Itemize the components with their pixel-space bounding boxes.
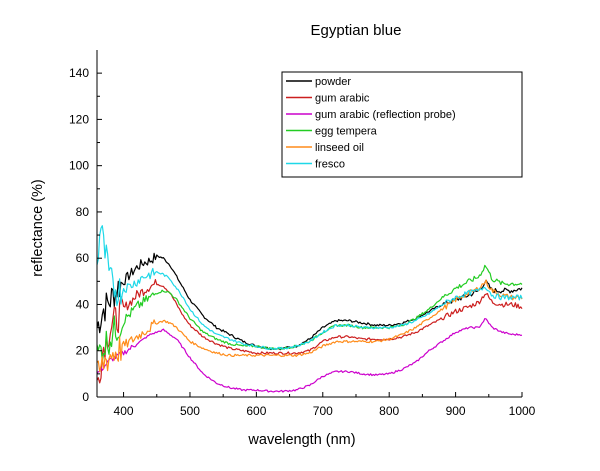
series-line-gum-arabic-reflection-probe- — [96, 318, 523, 393]
series-line-powder — [96, 252, 523, 351]
legend-entry: gum arabic — [315, 93, 370, 105]
legend: powder gum arabic gum arabic (reflection p… — [281, 71, 523, 178]
x-tick-label: 500 — [180, 404, 200, 418]
x-tick-label: 1000 — [509, 404, 536, 418]
x-tick-label: 900 — [446, 404, 466, 418]
y-tick-label: 20 — [76, 344, 90, 358]
legend-entry: egg tempera — [315, 126, 378, 138]
plot-area: 400 500 600 700 800 900 1000 0 20 40 60 80 100 120 140 — [69, 50, 536, 418]
y-tick-label: 40 — [76, 297, 90, 311]
legend-entry: linseed oil — [315, 142, 364, 154]
legend-entry: powder — [315, 76, 351, 88]
legend-box — [281, 71, 523, 178]
series-line-egg-tempera — [96, 264, 523, 363]
x-tick-label: 400 — [114, 404, 134, 418]
y-tick-label: 100 — [69, 159, 89, 173]
y-tick-label: 140 — [69, 66, 89, 80]
y-tick-label: 120 — [69, 112, 89, 126]
y-tick-label: 60 — [76, 251, 90, 265]
legend-entry: fresco — [315, 159, 345, 171]
x-tick-label: 700 — [313, 404, 333, 418]
x-tick-label: 800 — [379, 404, 399, 418]
series-line-fresco — [96, 225, 523, 351]
legend-entry: gum arabic (reflection probe) — [315, 109, 456, 121]
x-axis-label: wavelength (nm) — [247, 432, 355, 448]
series-line-linseed-oil — [96, 279, 523, 373]
y-tick-label: 0 — [82, 390, 89, 404]
chart-title: Egyptian blue — [311, 22, 402, 39]
y-axis-label: reflectance (%) — [30, 179, 46, 277]
x-tick-label: 600 — [246, 404, 266, 418]
y-tick-label: 80 — [76, 205, 90, 219]
